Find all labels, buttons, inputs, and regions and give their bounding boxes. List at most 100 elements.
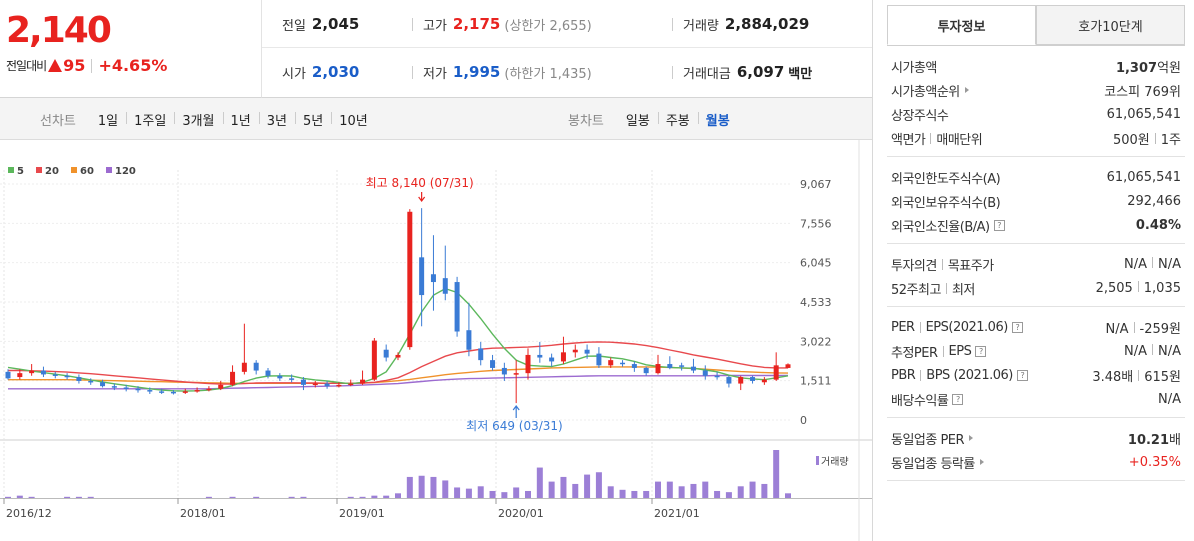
change-amount: 95 <box>63 56 86 75</box>
info-label[interactable]: 시가총액순위 <box>891 81 969 100</box>
y-tick-label: 1,511 <box>800 375 832 388</box>
stat-label: 거래대금 <box>683 66 731 82</box>
stat-label: 시가 <box>282 66 306 82</box>
candle-body <box>785 364 791 368</box>
low-arrow-icon <box>512 405 520 418</box>
price-chart: 2016/12 2018/01 2019/01 2020/01 2021/01 9,067… <box>0 140 872 541</box>
period-1d[interactable]: 1일 <box>97 113 119 129</box>
volume-bar <box>442 480 449 498</box>
candle-body <box>702 370 708 376</box>
info-row: 추정PER EPS? N/A N/A <box>887 339 1185 363</box>
chevron-right-icon[interactable] <box>964 87 969 93</box>
info-value: 1,307억원 <box>1115 60 1181 76</box>
candle-body <box>182 391 188 393</box>
high-arrow-icon <box>418 192 426 202</box>
info-section: 투자의견 목표주가 N/A N/A 52주최고 최저 2,505 1,035 <box>887 244 1185 307</box>
chevron-right-icon[interactable] <box>969 435 974 441</box>
volume-bar <box>584 474 591 498</box>
volume-bar <box>454 487 461 498</box>
info-label: 외국인보유주식수(B) <box>891 195 1001 211</box>
period-1w[interactable]: 1주일 <box>126 110 174 129</box>
chart-period-tabs: 선차트 1일 1주일 3개월 1년 3년 5년 10년 봉차트 일봉 주봉 월봉 <box>0 98 872 140</box>
volume-bar <box>359 496 366 498</box>
volume-bar <box>548 481 555 498</box>
period-1y[interactable]: 1년 <box>222 110 259 129</box>
volume-bar <box>595 472 602 498</box>
volume-bar <box>75 496 82 498</box>
stat-label: 저가 <box>423 66 447 82</box>
stat-value: 1,995 <box>452 63 501 81</box>
period-3m[interactable]: 3개월 <box>174 110 222 129</box>
candle-body <box>265 370 271 376</box>
help-icon[interactable]: ? <box>952 393 964 405</box>
stat-open: 시가 2,030 <box>282 48 359 96</box>
candle-body <box>64 375 70 378</box>
candle-body <box>135 388 141 391</box>
info-row: 외국인한도주식수(A) 61,065,541 <box>887 165 1185 189</box>
info-value: 3.48배 615원 <box>1092 369 1181 385</box>
info-row: 52주최고 최저 2,505 1,035 <box>887 276 1185 300</box>
candle-body <box>29 370 35 374</box>
info-value: 0.48% <box>1135 217 1181 233</box>
candle-body <box>490 360 496 368</box>
candle-body <box>631 364 637 368</box>
volume-bar <box>489 490 496 498</box>
info-section: 외국인한도주식수(A) 61,065,541 외국인보유주식수(B) 292,466 외… <box>887 157 1185 244</box>
info-label: 시가총액 <box>891 60 937 76</box>
candle-body <box>537 354 543 358</box>
candle-body <box>466 330 472 350</box>
info-label: 외국인한도주식수(A) <box>891 171 1001 187</box>
chevron-right-icon[interactable] <box>979 459 984 465</box>
info-label: 상장주식수 <box>891 108 949 124</box>
volume-bar <box>406 476 413 498</box>
info-value: N/A <box>1158 391 1181 407</box>
volume-bar <box>205 496 212 498</box>
quote-stats: 전일 2,045 고가 2,175 (상한가 2,655) 거래량 2,884,… <box>262 0 872 98</box>
candle-body <box>714 375 720 378</box>
info-section: 동일업종 PER 10.21배 동일업종 등락률 +0.35% <box>887 418 1185 481</box>
candle-body <box>442 278 448 294</box>
info-row: 투자의견 목표주가 N/A N/A <box>887 252 1185 276</box>
candle-body <box>88 380 94 383</box>
help-icon[interactable]: ? <box>1011 321 1023 333</box>
info-value: +0.35% <box>1128 454 1181 470</box>
y-tick-label: 3,022 <box>800 335 832 348</box>
period-10y[interactable]: 10년 <box>331 110 376 129</box>
volume-bar <box>465 488 472 498</box>
stat-sub: (하한가 1,435) <box>504 66 592 82</box>
volume-bar <box>785 493 791 498</box>
info-row: PER EPS(2021.06)? N/A -259원 <box>887 315 1185 339</box>
candle-body <box>525 354 531 374</box>
volume-bar <box>690 483 697 498</box>
help-icon[interactable]: ? <box>993 219 1005 231</box>
help-icon[interactable]: ? <box>1016 369 1028 381</box>
volume-bar <box>536 467 543 498</box>
info-label[interactable]: 동일업종 등락률 <box>891 453 984 472</box>
candle-body <box>549 357 555 362</box>
tab-investment-info[interactable]: 투자정보 <box>887 5 1036 45</box>
tab-order-book[interactable]: 호가10단계 <box>1036 5 1185 45</box>
volume-bar <box>525 490 531 498</box>
candle-body <box>419 257 425 296</box>
info-value: 61,065,541 <box>1106 106 1181 122</box>
info-label: PBR BPS (2021.06)? <box>891 368 1028 383</box>
stat-value: 2,045 <box>311 15 360 33</box>
stat-prev-close: 전일 2,045 <box>282 0 359 48</box>
period-3y[interactable]: 3년 <box>258 110 295 129</box>
candle-body <box>206 388 212 391</box>
candle-body <box>218 384 224 389</box>
candle-daily[interactable]: 일봉 <box>625 113 650 129</box>
candle-body <box>76 377 82 381</box>
candle-monthly[interactable]: 월봉 <box>697 110 738 129</box>
info-label[interactable]: 동일업종 PER <box>891 429 974 448</box>
period-5y[interactable]: 5년 <box>295 110 331 129</box>
y-tick-label: 0 <box>800 414 807 427</box>
candle-weekly[interactable]: 주봉 <box>657 110 698 129</box>
volume-bar <box>395 493 401 498</box>
candle-body <box>194 390 200 392</box>
stat-label: 거래량 <box>683 18 719 34</box>
volume-bar <box>347 496 354 498</box>
candle-body <box>277 375 283 379</box>
help-icon[interactable]: ? <box>975 345 987 357</box>
info-section: PER EPS(2021.06)? N/A -259원 추정PER EPS? N/A N/A P… <box>887 307 1185 418</box>
